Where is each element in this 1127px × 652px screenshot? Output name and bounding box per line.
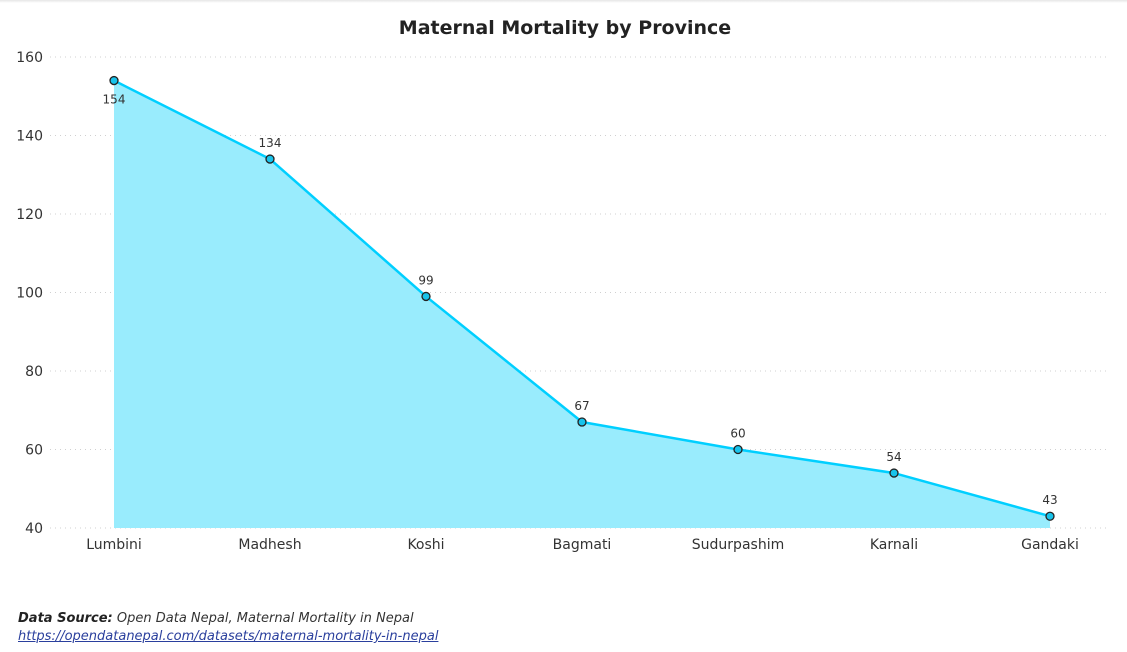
source-text: Open Data Nepal, Maternal Mortality in N… — [116, 611, 414, 626]
x-tick-label: Bagmati — [553, 537, 612, 553]
source-label: Data Source: — [18, 611, 113, 626]
x-tick-label: Lumbini — [86, 537, 142, 553]
y-tick-label: 120 — [16, 207, 43, 223]
data-label: 43 — [1042, 493, 1057, 507]
area-chart: Maternal Mortality by Province 40 60 80 100… — [16, 17, 1110, 553]
x-tick-label: Madhesh — [238, 537, 301, 553]
data-point — [421, 291, 431, 302]
y-tick-label: 40 — [25, 521, 43, 537]
data-point — [733, 444, 743, 455]
x-tick-label: Gandaki — [1021, 537, 1079, 553]
chart-title: Maternal Mortality by Province — [399, 17, 731, 39]
data-label: 154 — [103, 93, 126, 107]
data-label: 134 — [259, 136, 282, 150]
x-tick-label: Karnali — [870, 537, 918, 553]
data-label: 99 — [418, 273, 433, 287]
data-label: 54 — [886, 450, 901, 464]
data-label: 67 — [574, 399, 589, 413]
y-tick-label: 60 — [25, 443, 43, 459]
data-point — [109, 75, 119, 86]
x-tick-label: Koshi — [407, 537, 444, 553]
data-point — [577, 417, 587, 427]
top-border — [0, 0, 1127, 3]
y-tick-label: 80 — [25, 364, 43, 380]
data-point — [889, 468, 899, 478]
area-fill — [114, 80, 1050, 529]
data-point — [1045, 511, 1055, 521]
y-tick-label: 160 — [16, 50, 43, 66]
x-tick-label: Sudurpashim — [692, 537, 784, 553]
y-tick-label: 140 — [16, 129, 43, 145]
y-tick-label: 100 — [16, 286, 43, 302]
source-link[interactable]: https://opendatanepal.com/datasets/mater… — [18, 629, 439, 644]
data-point — [265, 154, 275, 164]
data-label: 60 — [730, 427, 745, 441]
data-source: Data Source: Open Data Nepal, Maternal M… — [18, 610, 438, 646]
